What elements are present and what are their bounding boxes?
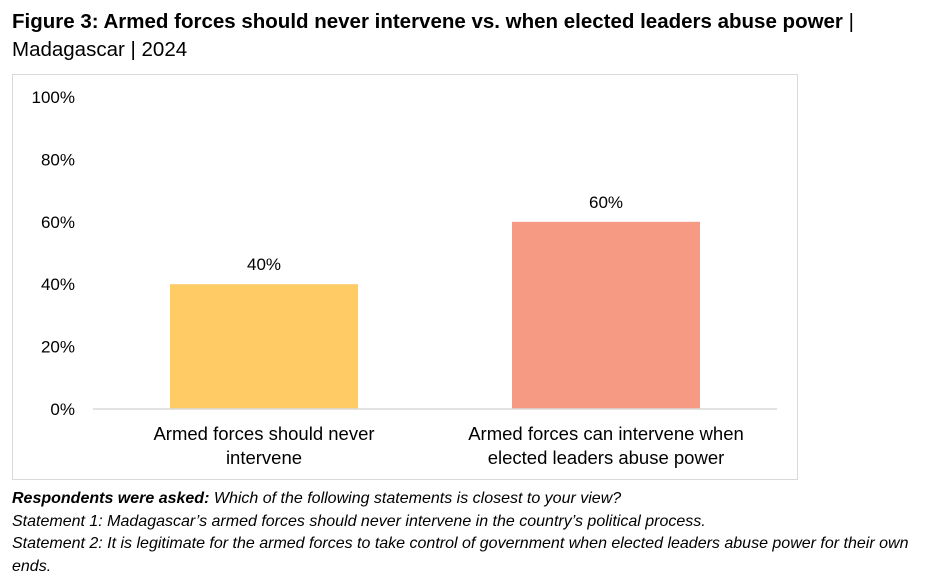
category-label: Armed forces can intervene when <box>468 423 744 444</box>
figure-title: Figure 3: Armed forces should never inte… <box>12 8 917 64</box>
category-label: elected leaders abuse power <box>488 447 725 468</box>
y-tick-label: 100% <box>32 88 75 107</box>
chart-frame: 0% 20% 40% 60% 80% 100% 40% 60% Armed forces s… <box>12 74 798 480</box>
data-label-1: 40% <box>247 255 281 274</box>
statement-2: Statement 2: It is legitimate for the ar… <box>12 535 909 575</box>
bar-chart: 0% 20% 40% 60% 80% 100% 40% 60% Armed forces s… <box>32 88 777 468</box>
question-label: Respondents were asked: <box>12 490 210 507</box>
y-tick-label: 60% <box>41 213 75 232</box>
question-text: Which of the following statements is clo… <box>209 490 622 507</box>
y-tick-label: 20% <box>41 338 75 357</box>
figure-title-subtitle: | Madagascar | 2024 <box>12 10 854 61</box>
data-label-2: 60% <box>589 193 623 212</box>
y-tick-label: 0% <box>50 400 75 419</box>
y-tick-label: 80% <box>41 150 75 169</box>
bar-2 <box>512 221 700 409</box>
bar-1 <box>170 284 358 409</box>
y-tick-label: 40% <box>41 275 75 294</box>
question-line: Respondents were asked: Which of the fol… <box>12 488 917 511</box>
figure-title-bold: Figure 3: Armed forces should never inte… <box>12 10 843 33</box>
category-label: Armed forces should never <box>153 423 374 444</box>
statement-1: Statement 1: Madagascar’s armed forces s… <box>12 512 706 530</box>
chart-notes: Respondents were asked: Which of the fol… <box>12 488 917 578</box>
category-label: intervene <box>226 447 302 468</box>
